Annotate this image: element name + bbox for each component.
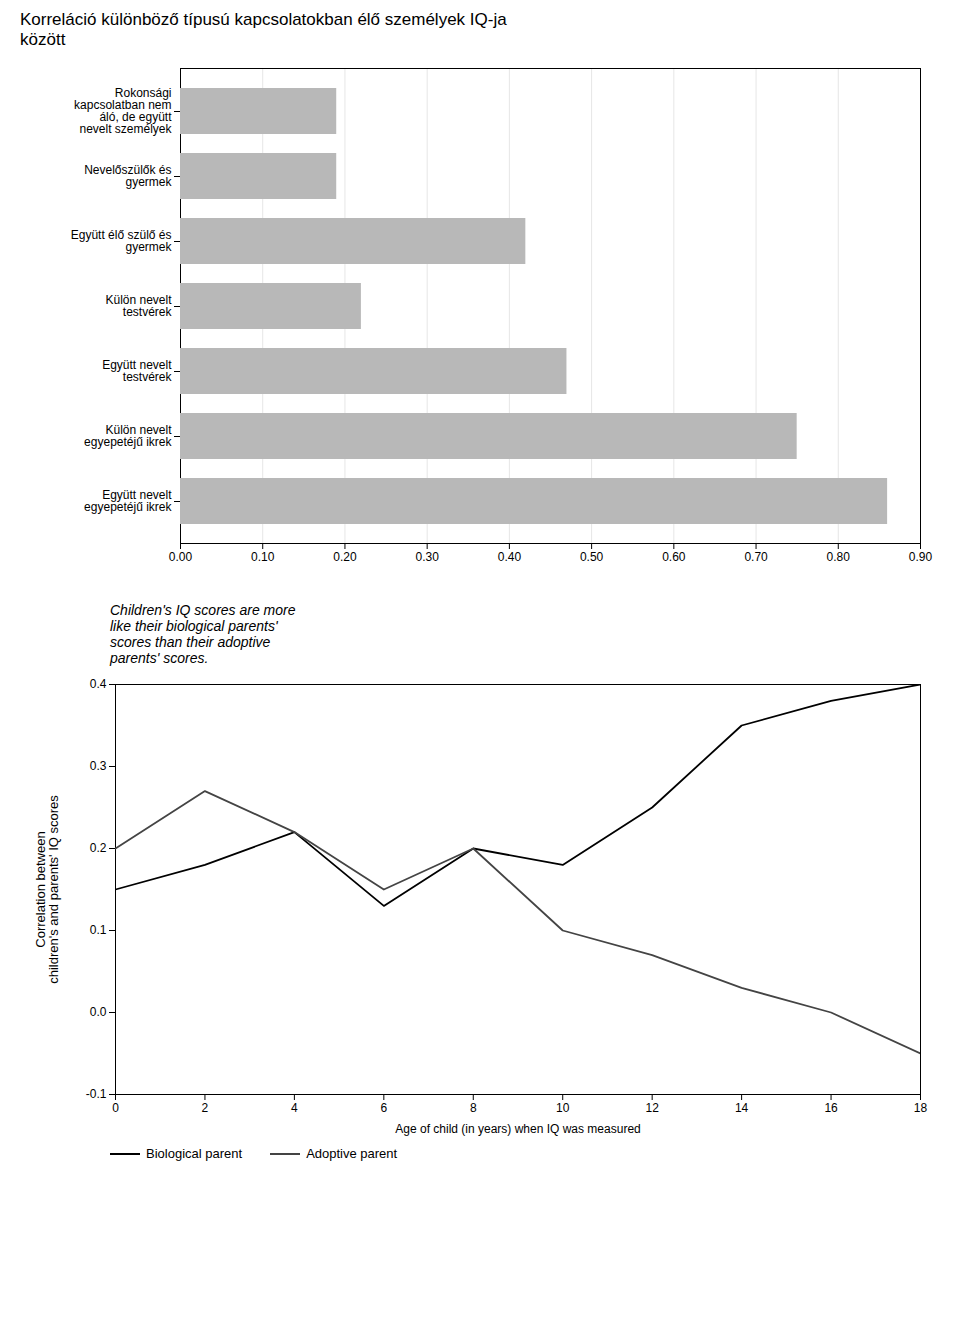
svg-text:14: 14 [735, 1101, 749, 1115]
svg-text:0.30: 0.30 [415, 550, 439, 564]
svg-text:Együtt élő szülő ésgyermek: Együtt élő szülő ésgyermek [71, 228, 173, 254]
svg-text:8: 8 [470, 1101, 477, 1115]
svg-text:Rokonságikapcsolatban nemáló,: Rokonságikapcsolatban nemáló, de együttn… [74, 86, 172, 136]
svg-text:0.80: 0.80 [827, 550, 851, 564]
svg-text:6: 6 [380, 1101, 387, 1115]
svg-text:Correlation betweenchildren's: Correlation betweenchildren's and parent… [33, 795, 61, 984]
svg-text:0.0: 0.0 [90, 1005, 107, 1019]
svg-text:Együtt neveltegyepetéjű ikrek: Együtt neveltegyepetéjű ikrek [84, 488, 172, 514]
svg-text:Külön neveltegyepetéjű ikrek: Külön neveltegyepetéjű ikrek [84, 423, 172, 449]
svg-text:Külön nevelttestvérek: Külön nevelttestvérek [105, 293, 172, 319]
svg-text:Nevelőszülők ésgyermek: Nevelőszülők ésgyermek [84, 163, 172, 189]
svg-text:2: 2 [202, 1101, 209, 1115]
svg-text:Age of child (in years) when I: Age of child (in years) when IQ was meas… [395, 1122, 640, 1136]
svg-text:Együtt nevelttestvérek: Együtt nevelttestvérek [102, 358, 172, 384]
svg-text:0.40: 0.40 [498, 550, 522, 564]
svg-text:12: 12 [645, 1101, 659, 1115]
svg-text:0: 0 [112, 1101, 119, 1115]
svg-text:10: 10 [556, 1101, 570, 1115]
svg-text:16: 16 [824, 1101, 838, 1115]
svg-text:0.50: 0.50 [580, 550, 604, 564]
html-text:Biological parent: Biological parent [146, 1146, 243, 1161]
html-text:Adoptive parent: Adoptive parent [306, 1146, 398, 1161]
svg-text:4: 4 [291, 1101, 298, 1115]
svg-text:-0.1: -0.1 [86, 1087, 107, 1101]
svg-text:0.00: 0.00 [169, 550, 193, 564]
svg-text:0.90: 0.90 [909, 550, 933, 564]
svg-text:0.10: 0.10 [251, 550, 275, 564]
svg-text:0.2: 0.2 [90, 841, 107, 855]
svg-text:0.20: 0.20 [333, 550, 357, 564]
svg-text:18: 18 [914, 1101, 928, 1115]
svg-text:0.70: 0.70 [744, 550, 768, 564]
svg-text:0.60: 0.60 [662, 550, 686, 564]
svg-text:0.4: 0.4 [90, 677, 107, 691]
html-text:Korreláció különböző típusú ka: Korreláció különböző típusú kapcsolatokb… [20, 10, 507, 49]
svg-text:0.1: 0.1 [90, 923, 107, 937]
svg-text:0.3: 0.3 [90, 759, 107, 773]
html-text:Children's IQ scores are more: Children's IQ scores are more like their… [110, 602, 296, 666]
